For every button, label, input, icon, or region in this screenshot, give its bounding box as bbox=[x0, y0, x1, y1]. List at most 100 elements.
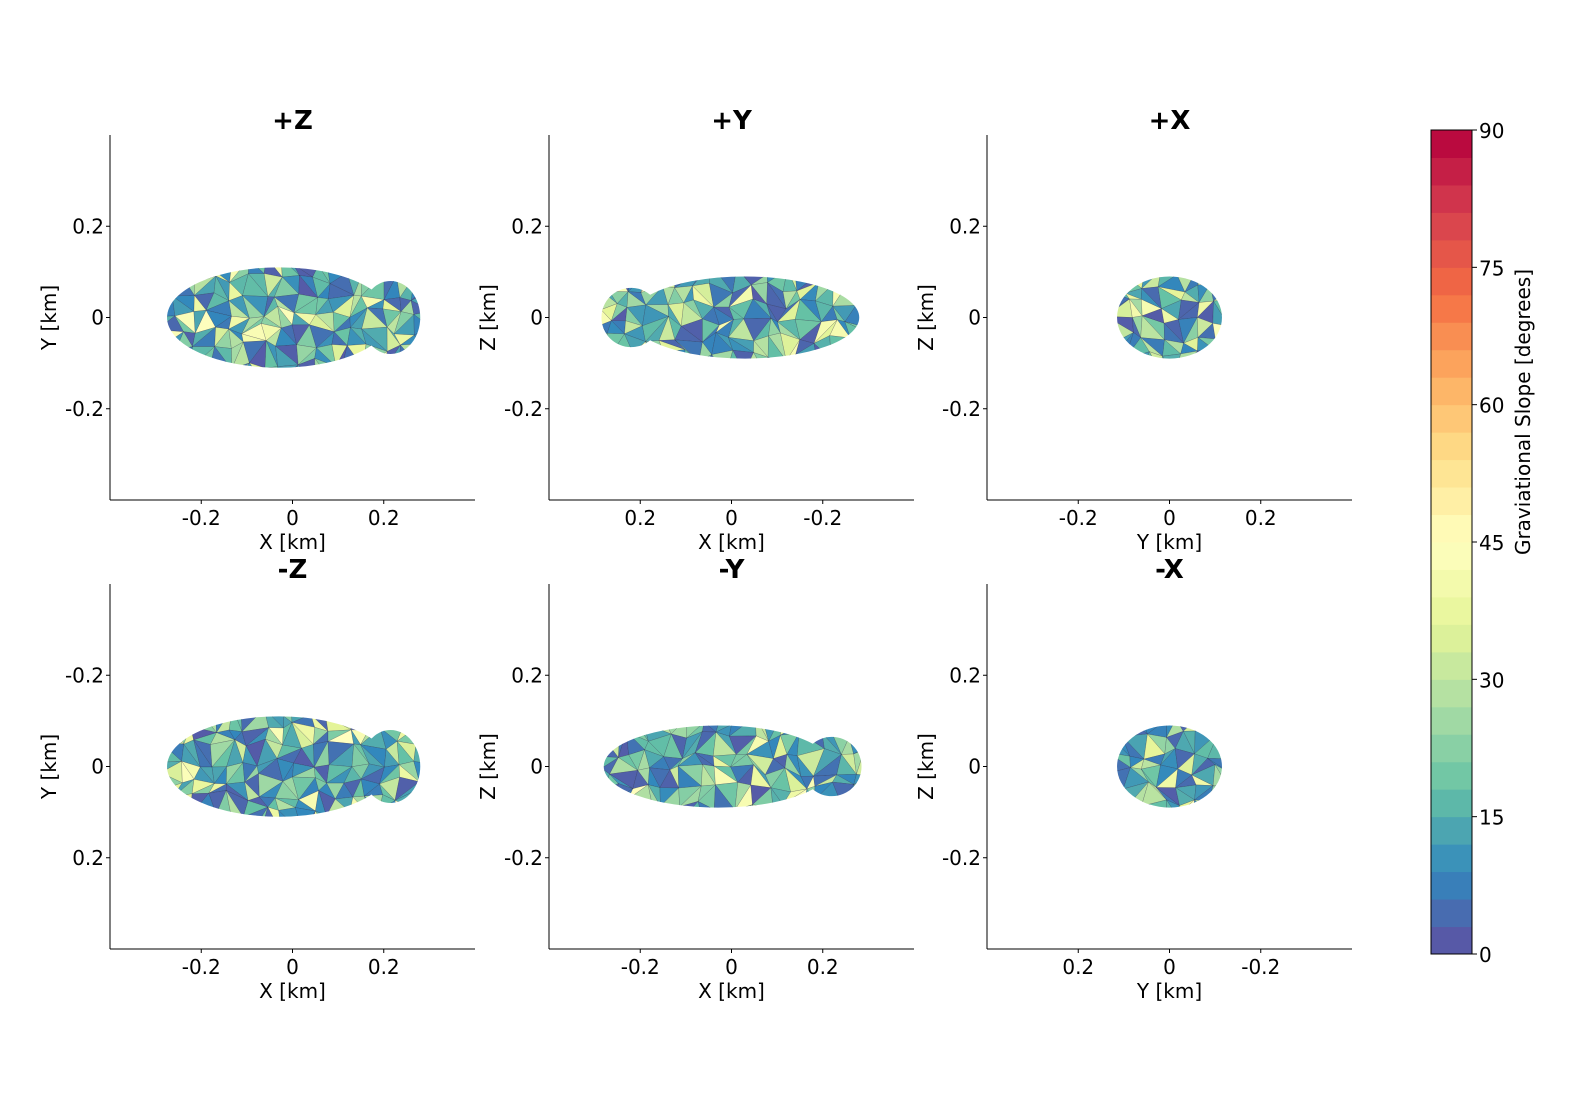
mesh-facet bbox=[617, 826, 636, 838]
mesh-facet bbox=[875, 773, 893, 792]
mesh-facet bbox=[613, 352, 634, 359]
mesh-facet bbox=[400, 343, 421, 360]
mesh-facet bbox=[412, 358, 421, 368]
mesh-facet bbox=[278, 807, 303, 817]
mesh-facet bbox=[403, 825, 419, 852]
mesh-facet bbox=[1191, 370, 1215, 389]
mesh-facet bbox=[627, 799, 652, 808]
mesh-facet bbox=[761, 356, 778, 359]
mesh-facet bbox=[267, 806, 283, 817]
y-tick-label: -0.2 bbox=[65, 663, 104, 687]
mesh-facet bbox=[712, 816, 730, 841]
colorbar-tick-label: 15 bbox=[1479, 806, 1504, 830]
mesh-facet bbox=[278, 809, 304, 817]
mesh-facet bbox=[684, 369, 700, 391]
mesh-facet bbox=[648, 824, 665, 841]
mesh-facet bbox=[325, 267, 352, 273]
mesh-facet bbox=[875, 723, 888, 742]
mesh-facet bbox=[642, 351, 669, 359]
mesh-facet bbox=[327, 375, 342, 395]
mesh-facet bbox=[167, 361, 182, 368]
mesh-facet bbox=[610, 819, 636, 839]
mesh-facet bbox=[1194, 725, 1218, 732]
colorbar-level bbox=[1431, 734, 1472, 763]
mesh-facet bbox=[697, 367, 709, 390]
mesh-facet bbox=[1148, 825, 1161, 842]
mesh-facet bbox=[728, 816, 748, 840]
mesh-facet bbox=[1232, 731, 1246, 759]
mesh-facet bbox=[662, 826, 683, 841]
mesh-facet bbox=[1177, 816, 1192, 836]
mesh-facet bbox=[865, 303, 890, 327]
mesh-facet bbox=[1235, 731, 1246, 759]
mesh-facet bbox=[665, 825, 683, 835]
mesh-facet bbox=[626, 373, 652, 394]
mesh-facet bbox=[609, 798, 637, 808]
x-tick-label: 0 bbox=[286, 955, 299, 979]
mesh-facet bbox=[167, 295, 176, 317]
mesh-facet bbox=[666, 371, 685, 390]
mesh-facet bbox=[1166, 799, 1180, 808]
mesh-facet bbox=[438, 739, 454, 765]
x-tick-label: 0 bbox=[725, 955, 738, 979]
panel-0: +Z -0.2 0 0.2 0.2 0 -0.2 X [km] Y [km] bbox=[37, 106, 475, 554]
mesh-facet bbox=[416, 809, 421, 817]
mesh-facet bbox=[1166, 816, 1180, 836]
mesh-facet bbox=[394, 800, 417, 817]
mesh-facet bbox=[414, 267, 421, 279]
mesh-facet bbox=[280, 267, 300, 278]
colorbar-tick-label: 75 bbox=[1479, 256, 1504, 280]
mesh-facet bbox=[816, 357, 832, 359]
y-axis-label: Z [km] bbox=[476, 733, 500, 800]
y-tick-label: -0.2 bbox=[65, 397, 104, 421]
mesh-facet bbox=[715, 810, 735, 824]
mesh-facet bbox=[806, 817, 823, 844]
mesh-facet bbox=[195, 826, 208, 846]
mesh-facet bbox=[603, 799, 617, 808]
mesh-facet bbox=[662, 276, 677, 288]
mesh-facet bbox=[821, 376, 828, 384]
mesh-facet bbox=[1232, 359, 1248, 377]
x-axis-label: Y [km] bbox=[1136, 530, 1202, 554]
x-tick-label: 0.2 bbox=[807, 955, 839, 979]
mesh-facet bbox=[434, 763, 448, 783]
mesh-facet bbox=[231, 362, 250, 368]
mesh-facet bbox=[692, 276, 712, 287]
mesh-facet bbox=[1213, 341, 1222, 359]
mesh-facet bbox=[865, 784, 887, 810]
mesh-facet bbox=[1209, 801, 1222, 808]
mesh-facet bbox=[260, 379, 280, 400]
mesh-facet bbox=[632, 349, 649, 359]
mesh-facet bbox=[420, 376, 439, 401]
mesh-facet bbox=[869, 350, 886, 371]
mesh-facet bbox=[386, 267, 399, 277]
panel-title: +Z bbox=[272, 106, 313, 136]
mesh-facet bbox=[767, 808, 787, 826]
mesh-facet bbox=[398, 809, 417, 817]
mesh-facet bbox=[647, 799, 661, 808]
mesh-facet bbox=[428, 278, 449, 299]
mesh-facet bbox=[182, 815, 196, 817]
mesh-facet bbox=[684, 361, 700, 371]
mesh-facet bbox=[626, 368, 643, 384]
mesh-facet bbox=[697, 367, 709, 390]
mesh-facet bbox=[1212, 785, 1222, 803]
mesh-facet bbox=[319, 829, 333, 846]
mesh-facet bbox=[634, 824, 648, 837]
mesh-facet bbox=[815, 820, 840, 839]
mesh-facet bbox=[172, 274, 195, 297]
mesh-facet bbox=[871, 773, 887, 784]
mesh-facet bbox=[798, 725, 823, 734]
mesh-facet bbox=[394, 380, 417, 403]
mesh-facet bbox=[1127, 825, 1149, 844]
mesh-facet bbox=[418, 824, 435, 850]
mesh-facet bbox=[403, 716, 419, 727]
x-tick-label: -0.2 bbox=[1241, 955, 1280, 979]
mesh-facet bbox=[412, 358, 421, 368]
mesh-facet bbox=[280, 378, 298, 399]
mesh-facet bbox=[767, 825, 787, 844]
mesh-facet bbox=[198, 377, 209, 401]
mesh-facet bbox=[418, 826, 435, 851]
mesh-facet bbox=[726, 373, 744, 388]
colorbar-level bbox=[1431, 239, 1472, 268]
